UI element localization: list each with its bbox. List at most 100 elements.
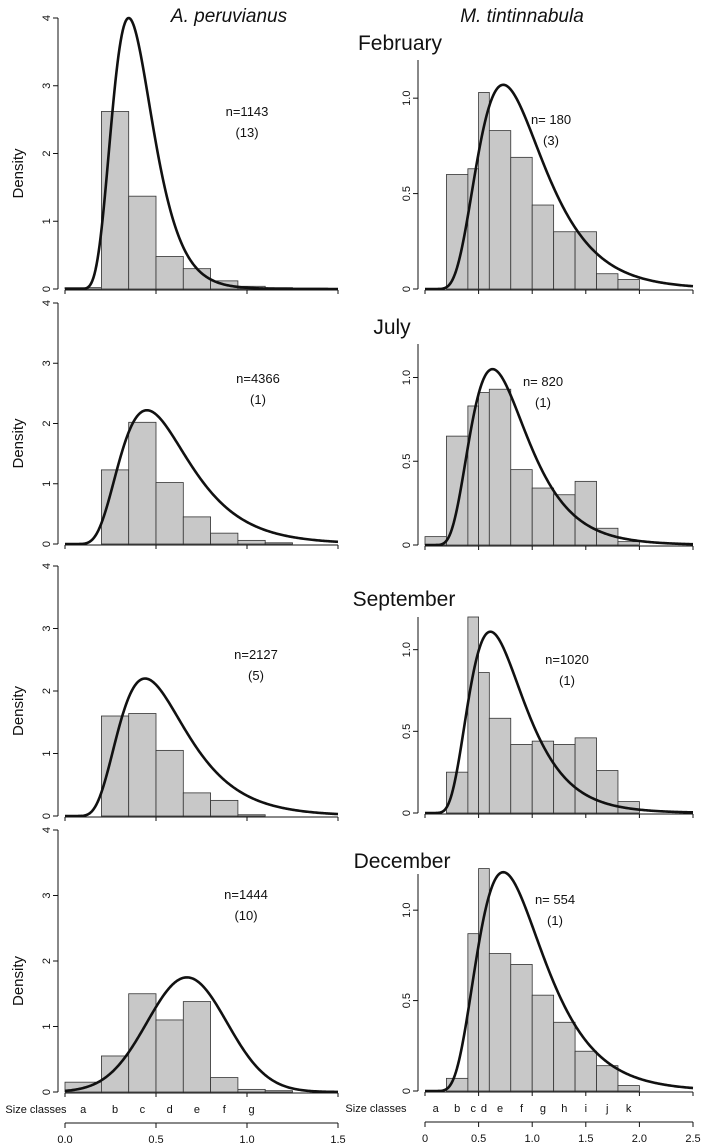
y-tick-label: 1.0: [401, 370, 413, 385]
size-class-label: b: [112, 1104, 118, 1116]
histogram-bar: [617, 1085, 640, 1092]
histogram-bar: [596, 1065, 619, 1092]
histogram-bar: [510, 964, 533, 1092]
histogram-bar: [488, 717, 512, 814]
y-tick-label: 4: [41, 563, 53, 569]
y-tick-label: 1: [41, 1023, 53, 1029]
histogram-bar: [574, 1050, 597, 1092]
histogram-bar: [553, 231, 576, 290]
x-tick-label: 1.0: [525, 1133, 540, 1145]
size-class-label: f: [223, 1104, 227, 1116]
fit-curve: [424, 367, 694, 547]
histogram-bar: [488, 130, 512, 290]
histogram-bar: [488, 388, 512, 546]
histogram-bar: [210, 532, 239, 545]
y-tick-label: 1: [41, 481, 53, 487]
histogram-bar: [128, 993, 157, 1093]
y-tick-label: 0.5: [401, 993, 413, 1008]
histogram-bar: [128, 195, 157, 290]
y-tick-label: 4: [41, 300, 53, 306]
histogram-bar: [237, 814, 266, 817]
count-label: (1): [547, 913, 563, 928]
title-layer: A. peruvianus M. tintinnabula February July…: [170, 6, 584, 873]
y-tick-label: 1.0: [401, 903, 413, 918]
size-classes-caption: Size classes: [345, 1103, 407, 1115]
y-tick-label: 0: [401, 810, 413, 816]
y-tick-label: 0: [401, 1088, 413, 1094]
y-tick-label: 3: [41, 892, 53, 898]
y-tick-label: 1: [41, 750, 53, 756]
y-tick-label: 0: [41, 1089, 53, 1095]
histogram-bar: [182, 268, 212, 290]
histogram-bar: [531, 487, 555, 546]
count-label: (3): [543, 133, 559, 148]
size-class-label: f: [520, 1103, 524, 1115]
panel-right-february: 0 0.5 1.0 n= 180 (3): [401, 60, 694, 294]
panel-right-july: 0 0.5 1.0 n= 820 (1): [401, 344, 694, 550]
x-tick-label: 0.0: [57, 1134, 72, 1145]
y-tick-label: 0: [41, 813, 53, 819]
histogram-bar: [467, 616, 480, 814]
y-tick-label: 0: [41, 541, 53, 547]
count-label: (1): [559, 673, 575, 688]
y-tick-label: 1: [41, 218, 53, 224]
y-axis-title: Density: [10, 148, 27, 199]
y-tick-label: 1.0: [401, 642, 413, 657]
y-axis-title: Density: [10, 418, 27, 469]
size-class-label: j: [605, 1103, 608, 1115]
y-tick-label: 2: [41, 958, 53, 964]
size-class-label: a: [433, 1103, 440, 1115]
y-axis-title: Density: [10, 955, 27, 1006]
histogram-bar: [155, 482, 184, 545]
size-class-label: e: [497, 1103, 503, 1115]
histogram-bar: [182, 1001, 212, 1093]
histogram-bar: [531, 740, 555, 814]
x-tick-label: 0.5: [471, 1133, 486, 1145]
histogram-bar: [531, 204, 555, 290]
size-class-label: g: [540, 1103, 546, 1115]
y-tick-label: 0.5: [401, 186, 413, 201]
histogram-bar: [617, 279, 640, 290]
fit-curve: [424, 870, 694, 1093]
size-class-label: e: [194, 1104, 200, 1116]
histogram-bar: [574, 231, 597, 290]
histogram-bar: [264, 542, 293, 545]
histogram-bar: [553, 1021, 576, 1092]
y-tick-label: 0.5: [401, 454, 413, 469]
y-tick-label: 0.5: [401, 724, 413, 739]
size-class-label: c: [470, 1103, 476, 1115]
y-tick-label: 0: [401, 542, 413, 548]
y-tick-label: 3: [41, 360, 53, 366]
histogram-bar: [237, 539, 266, 545]
y-tick-label: 0: [401, 286, 413, 292]
histogram-bar: [101, 715, 130, 817]
histogram-bar: [446, 435, 469, 546]
size-class-label: d: [481, 1103, 487, 1115]
histogram-bar: [210, 799, 239, 817]
histogram-bar: [155, 1019, 184, 1093]
histogram-bar: [478, 672, 490, 814]
x-tick-label: 2.0: [632, 1133, 647, 1145]
histogram-bar: [478, 392, 490, 546]
y-tick-label: 3: [41, 625, 53, 631]
y-tick-label: 2: [41, 688, 53, 694]
histogram-bar: [128, 713, 157, 817]
histogram-bar: [488, 953, 512, 1092]
species-title-left: A. peruvianus: [170, 6, 288, 27]
histogram-bar: [574, 480, 597, 546]
x-tick-label: 1.5: [330, 1134, 345, 1145]
panels-layer: 0 1 2 3 4 n=1143 (13) Density 0 0.5 1.0 n= 180 (3) 0 1…: [10, 15, 694, 1097]
count-label: (1): [250, 392, 266, 407]
size-class-label: h: [561, 1103, 567, 1115]
size-class-label: i: [585, 1103, 587, 1115]
size-class-label: g: [248, 1104, 254, 1116]
size-class-label: a: [80, 1104, 87, 1116]
sample-size-label: n= 554: [535, 892, 575, 907]
size-class-label: b: [454, 1103, 460, 1115]
sample-size-label: n=4366: [236, 371, 280, 386]
x-tick-label: 1.0: [239, 1134, 254, 1145]
sample-size-label: n=1444: [224, 887, 268, 902]
fit-curve: [64, 677, 339, 818]
